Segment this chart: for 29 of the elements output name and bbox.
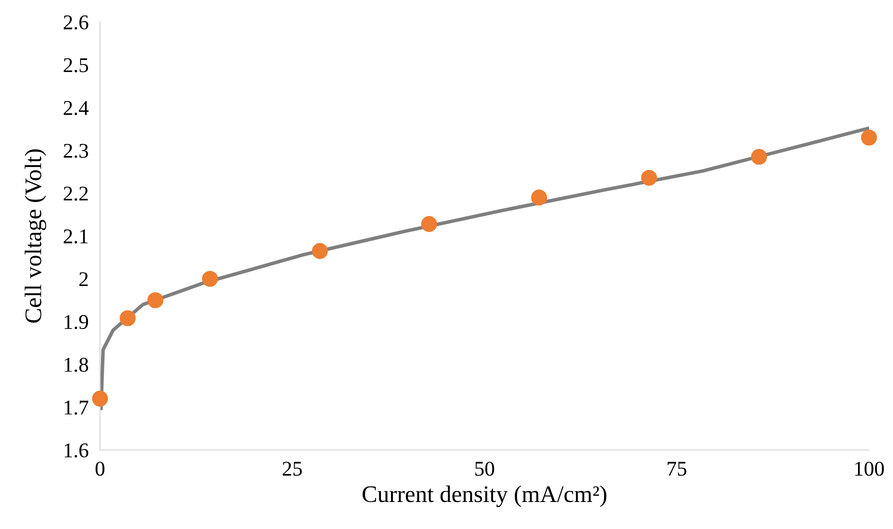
y-tick-label: 2.3 [64, 144, 88, 158]
x-tick-label: 50 [475, 462, 494, 476]
y-tick-label: 2.4 [64, 101, 89, 116]
point [92, 390, 108, 407]
point [120, 310, 136, 326]
point [531, 190, 548, 206]
y-tick-label: 1.7 [64, 400, 88, 415]
y-tick-label: 1.6 [64, 443, 88, 458]
point [202, 270, 218, 287]
x-axis-title: Current density (mA/cm²) [362, 486, 606, 508]
point [147, 292, 164, 308]
y-tick-label: 2.1 [64, 229, 88, 244]
x-tick-label: 0 [96, 462, 104, 476]
point [861, 130, 877, 146]
y-tick-label: 1.9 [64, 315, 88, 330]
y-axis-title: Cell voltage (Volt) [24, 149, 46, 323]
point [751, 148, 768, 165]
point [641, 170, 658, 186]
x-tick-label: 100 [855, 462, 884, 476]
y-tick-label: 2 [79, 272, 88, 286]
y-tick-label: 2.5 [64, 58, 88, 72]
line-series [100, 126, 869, 410]
y-tick-label: 1.8 [64, 358, 88, 372]
y-tick-label: 2.2 [64, 186, 88, 201]
x-tick-label: 75 [668, 462, 686, 476]
point [421, 216, 438, 232]
point [312, 243, 328, 259]
x-tick-label: 25 [282, 462, 302, 476]
y-tick-label: 2.6 [64, 15, 88, 30]
